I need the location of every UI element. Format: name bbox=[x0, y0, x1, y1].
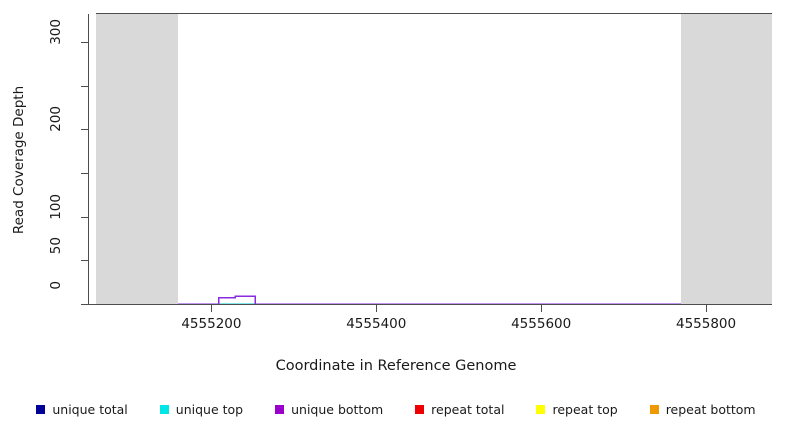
plot-area bbox=[96, 14, 772, 304]
legend-swatch-icon-unique-top bbox=[159, 404, 169, 414]
x-tick-label-4555600: 4555600 bbox=[511, 316, 572, 332]
legend-label: repeat top bbox=[552, 401, 618, 417]
legend-swatch-icon-unique-bottom bbox=[275, 404, 285, 414]
shaded-region-left bbox=[96, 14, 179, 304]
y-axis-title: Read Coverage Depth bbox=[6, 0, 32, 320]
y-tick-label-300: 300 bbox=[48, 18, 64, 45]
legend-item-repeat-total[interactable]: repeat total bbox=[415, 402, 504, 417]
legend: unique total unique top unique bottom repea… bbox=[0, 398, 792, 420]
legend-swatch-icon-repeat-top bbox=[536, 404, 546, 414]
legend-label: repeat total bbox=[431, 401, 505, 417]
x-axis-line bbox=[88, 304, 772, 305]
series-unique-total bbox=[96, 17, 772, 304]
y-tick-label-100: 100 bbox=[48, 193, 64, 220]
legend-label: unique total bbox=[52, 401, 128, 417]
y-tick-label-200: 200 bbox=[48, 106, 64, 133]
x-tick-4555800 bbox=[706, 305, 708, 312]
legend-item-unique-total[interactable]: unique total bbox=[36, 401, 128, 417]
x-tick-4555400 bbox=[376, 305, 378, 312]
x-tick-4555200 bbox=[211, 305, 213, 312]
y-tick-250 bbox=[81, 85, 88, 87]
y-tick-0 bbox=[81, 304, 88, 305]
legend-item-repeat-bottom[interactable]: repeat bottom bbox=[649, 401, 756, 417]
y-tick-100 bbox=[81, 216, 88, 218]
y-axis-line bbox=[88, 14, 89, 304]
x-tick-label-4555200: 4555200 bbox=[181, 316, 242, 332]
legend-swatch-icon-unique-total bbox=[36, 404, 46, 414]
y-axis-title-text: Read Coverage Depth bbox=[11, 85, 27, 235]
legend-item-unique-top[interactable]: unique top bbox=[159, 401, 244, 417]
series-unique-top bbox=[96, 17, 772, 304]
legend-label: repeat bottom bbox=[665, 401, 756, 417]
legend-label: unique bottom bbox=[291, 401, 384, 417]
coverage-curves bbox=[96, 17, 772, 304]
shaded-region-right bbox=[681, 14, 772, 304]
y-tick-label-0: 0 bbox=[48, 281, 64, 290]
y-tick-200 bbox=[81, 129, 88, 131]
plot-top-frame bbox=[96, 13, 772, 14]
y-tick-150 bbox=[81, 172, 88, 174]
x-tick-label-4555800: 4555800 bbox=[675, 316, 737, 332]
y-tick-300 bbox=[81, 41, 88, 43]
series-unique-bottom bbox=[96, 200, 772, 304]
legend-item-repeat-top[interactable]: repeat top bbox=[536, 401, 618, 417]
legend-item-unique-bottom[interactable]: unique bottom bbox=[275, 402, 383, 417]
legend-label: unique top bbox=[175, 401, 244, 417]
y-tick-50 bbox=[81, 260, 88, 262]
legend-swatch-icon-repeat-bottom bbox=[649, 404, 659, 414]
x-axis-title: Coordinate in Reference Genome bbox=[275, 358, 517, 374]
x-tick-4555600 bbox=[541, 305, 543, 312]
y-tick-label-50: 50 bbox=[48, 237, 64, 255]
legend-swatch-icon-repeat-total bbox=[415, 404, 425, 414]
x-tick-label-4555400: 4555400 bbox=[346, 316, 407, 332]
